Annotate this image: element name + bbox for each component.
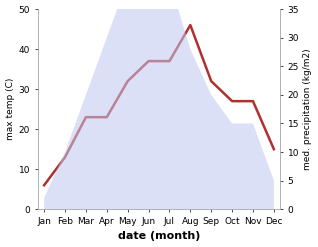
- X-axis label: date (month): date (month): [118, 231, 200, 242]
- Y-axis label: max temp (C): max temp (C): [5, 78, 15, 140]
- Y-axis label: med. precipitation (kg/m2): med. precipitation (kg/m2): [303, 48, 313, 170]
